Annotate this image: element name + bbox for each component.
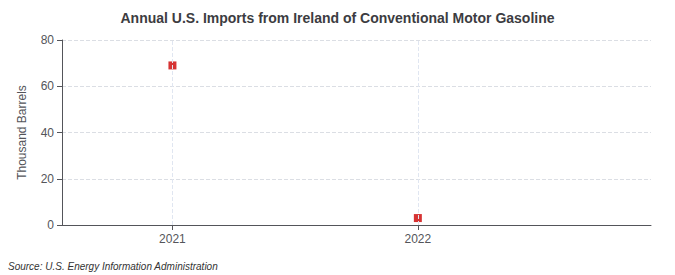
- svg-text:2022: 2022: [405, 232, 432, 246]
- svg-text:20: 20: [41, 172, 55, 186]
- svg-text:Source: U.S. Energy Informatio: Source: U.S. Energy Information Administ…: [8, 261, 218, 272]
- svg-text:0: 0: [47, 218, 54, 232]
- svg-text:2021: 2021: [159, 232, 186, 246]
- svg-text:Thousand Barrels: Thousand Barrels: [15, 85, 29, 180]
- svg-text:80: 80: [41, 33, 55, 47]
- svg-text:60: 60: [41, 79, 55, 93]
- svg-text:Annual U.S. Imports from Irela: Annual U.S. Imports from Ireland of Conv…: [120, 10, 554, 26]
- svg-text:40: 40: [41, 126, 55, 140]
